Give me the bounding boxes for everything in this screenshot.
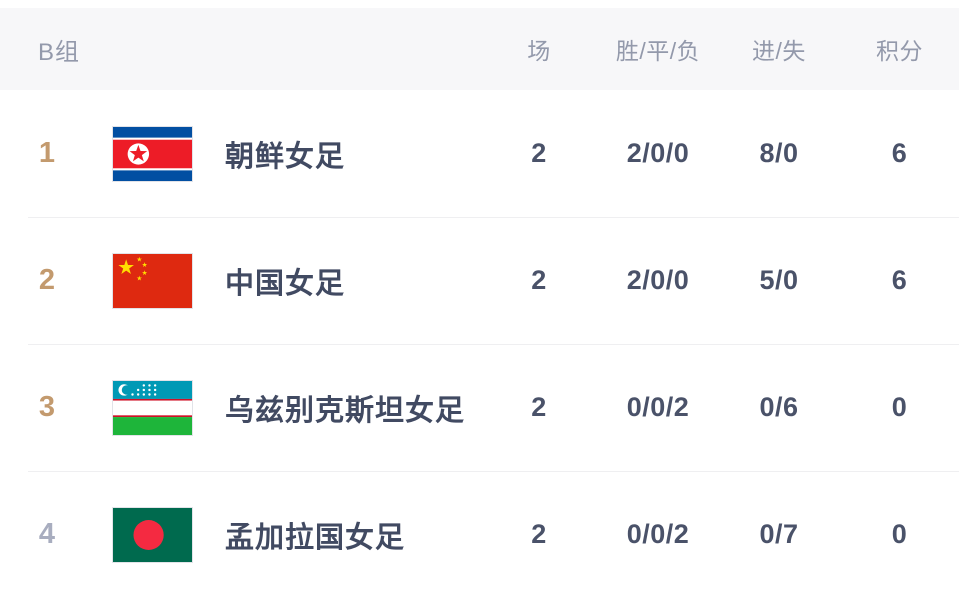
bangladesh-flag-icon bbox=[112, 506, 193, 563]
team-cell: 4 孟加拉国女足 bbox=[0, 506, 480, 563]
team-cell: 3 乌兹别克斯坦女足 bbox=[0, 379, 480, 436]
win-draw-loss-value: 0/0/2 bbox=[626, 519, 690, 549]
table-row[interactable]: 2 中国女足 2 2/0/0 5/0 6 bbox=[0, 217, 959, 344]
matches-played-value: 2 bbox=[531, 392, 547, 422]
north-korea-flag-icon bbox=[112, 125, 193, 182]
team-name: 朝鲜女足 bbox=[225, 140, 346, 173]
team-cell: 1 朝鲜女足 bbox=[0, 125, 480, 182]
win-draw-loss-value: 0/0/2 bbox=[626, 392, 690, 422]
china-flag-icon bbox=[112, 252, 193, 309]
goals-for-against-value: 5/0 bbox=[759, 265, 799, 295]
matches-played-value: 2 bbox=[531, 265, 547, 295]
points-value: 0 bbox=[891, 519, 908, 549]
goals-for-against-value: 0/6 bbox=[759, 392, 799, 422]
goals-for-against-value: 8/0 bbox=[759, 138, 799, 168]
points-value: 6 bbox=[891, 138, 908, 168]
table-row[interactable]: 1 朝鲜女足 2 2/0/0 8/0 6 bbox=[0, 90, 959, 217]
team-name: 中国女足 bbox=[225, 267, 346, 300]
group-label: B组 bbox=[38, 38, 81, 66]
rank-number: 2 bbox=[38, 264, 56, 296]
table-row[interactable]: 4 孟加拉国女足 2 0/0/2 0/7 0 bbox=[0, 471, 959, 598]
table-row[interactable]: 3 乌兹别克斯坦女足 2 0/0/2 0/6 0 bbox=[0, 344, 959, 471]
top-spacer bbox=[0, 0, 959, 8]
column-header-goals-for-against: 进/失 bbox=[752, 38, 806, 64]
column-header-played: 场 bbox=[527, 38, 551, 64]
matches-played-value: 2 bbox=[531, 519, 547, 549]
team-name: 乌兹别克斯坦女足 bbox=[225, 394, 466, 427]
column-header-points: 积分 bbox=[876, 38, 923, 64]
team-name: 孟加拉国女足 bbox=[225, 521, 406, 554]
goals-for-against-value: 0/7 bbox=[759, 519, 799, 549]
table-header: B组 场 胜/平/负 进/失 积分 bbox=[0, 8, 959, 91]
team-cell: 2 中国女足 bbox=[0, 252, 480, 309]
uzbekistan-flag-icon bbox=[112, 379, 193, 436]
points-value: 0 bbox=[891, 392, 908, 422]
column-header-win-draw-loss: 胜/平/负 bbox=[615, 38, 701, 64]
win-draw-loss-value: 2/0/0 bbox=[626, 265, 690, 295]
points-value: 6 bbox=[891, 265, 908, 295]
matches-played-value: 2 bbox=[531, 138, 547, 168]
rank-number: 4 bbox=[38, 518, 56, 550]
rank-number: 3 bbox=[38, 391, 56, 423]
standings-rows: 1 朝鲜女足 2 2/0/0 8/0 6 2 中国女足 bbox=[0, 90, 959, 598]
win-draw-loss-value: 2/0/0 bbox=[626, 138, 690, 168]
rank-number: 1 bbox=[38, 137, 56, 169]
